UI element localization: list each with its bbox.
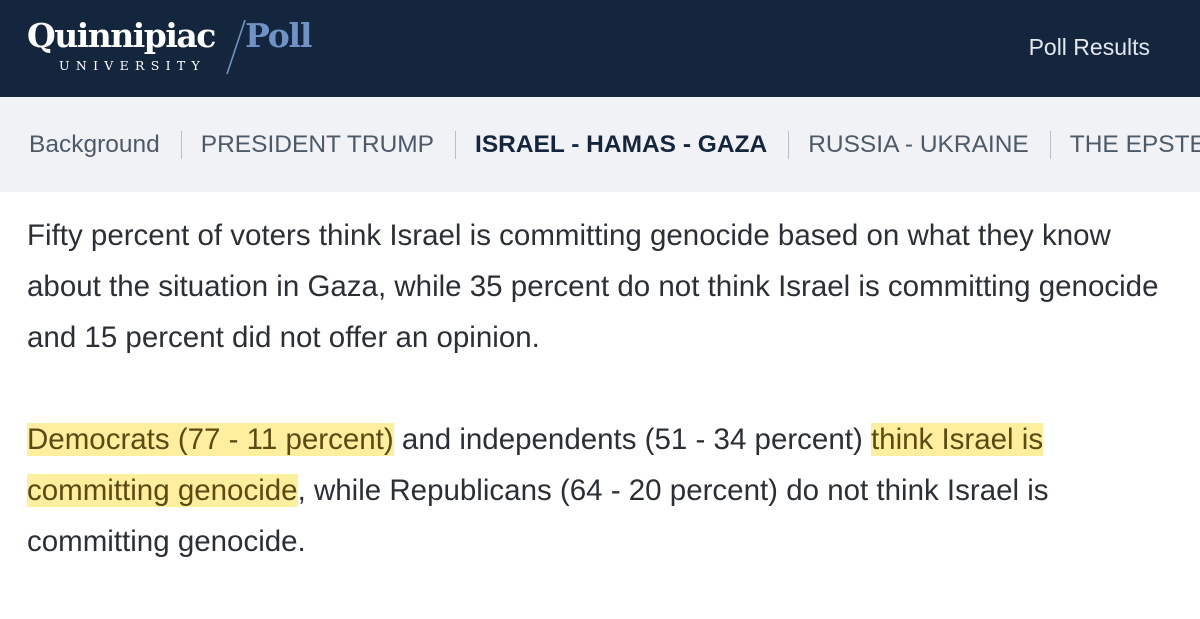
text-independents: and independents (51 - 34 percent) <box>393 423 871 456</box>
poll-results-link[interactable]: Poll Results <box>1028 34 1150 60</box>
quinnipiac-poll-logo[interactable]: Quinnipiac Poll UNIVERSITY <box>27 14 327 80</box>
tab-russia-ukraine[interactable]: RUSSIA - UKRAINE <box>808 131 1029 158</box>
logo-slash-icon <box>226 19 246 75</box>
tab-divider <box>1049 131 1051 159</box>
tab-president-trump[interactable]: PRESIDENT TRUMP <box>200 131 435 158</box>
logo-university-text: UNIVERSITY <box>59 58 207 73</box>
paragraph-genocide-overall: Fifty percent of voters think Israel is … <box>27 219 1159 354</box>
section-tabs: Background PRESIDENT TRUMP ISRAEL - HAMA… <box>0 97 1200 192</box>
logo-wordmark: Quinnipiac <box>27 16 216 55</box>
paragraph-party-breakdown: Democrats (77 - 11 percent) and independ… <box>27 414 1187 567</box>
site-header: Quinnipiac Poll UNIVERSITY Poll Results <box>0 0 1200 97</box>
tab-divider <box>788 131 790 159</box>
tabs-row: Background PRESIDENT TRUMP ISRAEL - HAMA… <box>29 128 1200 162</box>
tab-divider <box>455 131 457 159</box>
tab-the-epstein[interactable]: THE EPSTEIN <box>1069 131 1200 158</box>
article-body: Fifty percent of voters think Israel is … <box>27 210 1187 567</box>
text-republicans: , while Republicans (64 - 20 percent) do… <box>27 474 1049 558</box>
tab-israel-hamas-gaza[interactable]: ISRAEL - HAMAS - GAZA <box>475 131 768 158</box>
highlight-democrats: Democrats (77 - 11 percent) <box>27 423 394 456</box>
logo-poll-text: Poll <box>245 16 312 55</box>
tab-divider <box>180 131 182 159</box>
tab-background[interactable]: Background <box>29 131 160 158</box>
